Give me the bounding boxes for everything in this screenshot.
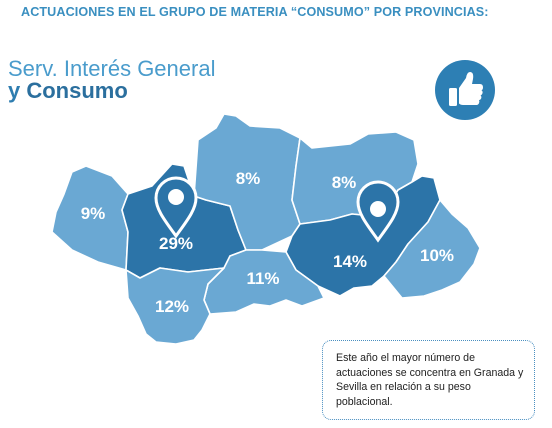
province-value: 14%	[332, 252, 368, 271]
section-subtitle-prefix: y	[8, 78, 27, 103]
province-value: 8%	[331, 173, 357, 192]
province-value: 10%	[419, 246, 455, 265]
info-note: Este año el mayor número de actuaciones …	[322, 340, 535, 420]
section-subtitle: y Consumo	[8, 78, 128, 104]
province-region-6	[383, 199, 481, 299]
section-subtitle-main: Consumo	[26, 78, 128, 103]
province-region-8	[125, 267, 225, 345]
map-pin-icon	[154, 176, 198, 239]
map-pin-icon	[356, 180, 400, 243]
province-value: 11%	[246, 269, 280, 288]
section-title: Serv. Interés General	[8, 56, 216, 81]
province-value: 9%	[80, 204, 106, 223]
page-heading: ACTUACIONES EN EL GRUPO DE MATERIA “CONS…	[21, 5, 489, 19]
thumbs-up-badge	[435, 60, 495, 120]
province-region-5	[285, 175, 441, 297]
province-value: 12%	[154, 297, 190, 316]
province-region-1	[51, 165, 129, 271]
province-value: 29%	[158, 234, 194, 253]
thumbs-up-icon	[449, 72, 483, 106]
province-value: 8%	[235, 169, 261, 188]
